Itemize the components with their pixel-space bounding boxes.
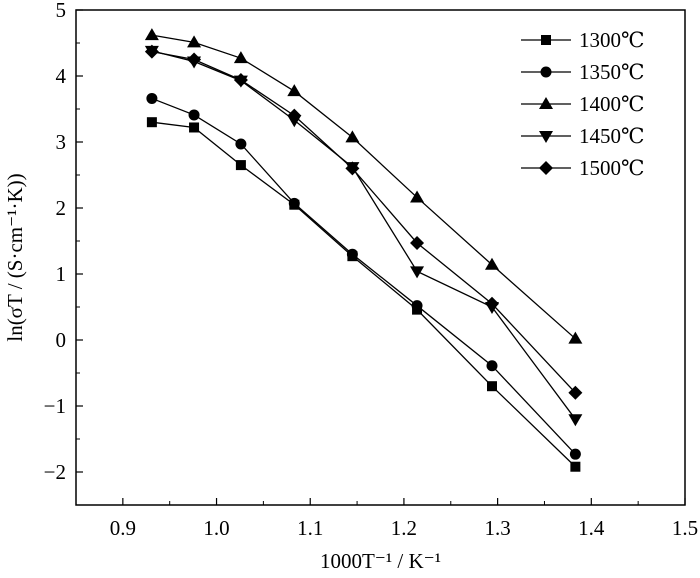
legend: 1300℃ 1350℃ 1400℃ 1450℃ 1500℃: [521, 28, 645, 180]
legend-label: 1400℃: [579, 92, 645, 116]
series-layer: [144, 28, 583, 472]
x-tick-label: 1.2: [391, 516, 417, 540]
data-point: [345, 161, 360, 176]
data-point: [144, 28, 159, 41]
legend-marker: [541, 35, 551, 45]
legend-label: 1450℃: [579, 124, 645, 148]
data-point: [188, 109, 200, 121]
plot-frame: [75, 9, 686, 506]
data-point: [187, 52, 202, 67]
legend-label: 1350℃: [579, 60, 645, 84]
series-line: [151, 121, 576, 468]
data-point: [146, 92, 158, 104]
y-tick-label: 0: [56, 328, 67, 352]
data-point: [486, 381, 497, 392]
legend-marker: [539, 97, 553, 109]
data-point: [569, 448, 581, 460]
data-point: [235, 160, 246, 171]
data-point: [484, 257, 499, 270]
data-point: [233, 72, 248, 87]
data-point: [410, 190, 425, 203]
data-point: [410, 235, 425, 250]
series-4: [144, 45, 583, 427]
ticks-layer: 0.9 1.0 1.1 1.2 1.3 1.4 1.5 −2 −1 0 1 2 3 4 5: [44, 0, 698, 540]
data-point: [411, 300, 423, 312]
data-point: [568, 385, 583, 400]
y-tick-label: 5: [56, 0, 67, 22]
data-point: [568, 414, 583, 427]
x-axis-label: 1000T⁻¹ / K⁻¹: [320, 549, 441, 573]
legend-entry: 1500℃: [521, 156, 645, 180]
series-3: [144, 28, 583, 344]
y-tick-label: 2: [56, 196, 67, 220]
legend-marker: [539, 161, 553, 175]
y-axis-label: ln(σT / (S·cm⁻¹·K)): [3, 173, 27, 341]
data-point: [235, 138, 247, 150]
legend-label: 1300℃: [579, 28, 645, 52]
x-tick-label: 1.3: [484, 516, 510, 540]
data-point: [570, 461, 581, 472]
y-tick-label: 1: [56, 262, 67, 286]
x-tick-label: 1.4: [578, 516, 605, 540]
legend-entry: 1350℃: [521, 60, 645, 84]
x-tick-label: 1.1: [297, 516, 323, 540]
data-point: [345, 130, 360, 143]
data-point: [233, 51, 248, 64]
data-point: [187, 35, 202, 48]
data-point: [568, 331, 583, 344]
data-point: [144, 44, 159, 59]
legend-marker: [540, 66, 552, 78]
legend-entry: 1450℃: [521, 124, 645, 148]
legend-label: 1500℃: [579, 156, 645, 180]
legend-entry: 1300℃: [521, 28, 645, 52]
x-tick-label: 1.0: [203, 516, 229, 540]
series-line: [151, 97, 576, 455]
legend-entry: 1400℃: [521, 92, 645, 116]
data-point: [287, 108, 302, 123]
y-tick-label: 3: [56, 130, 67, 154]
data-point: [287, 84, 302, 97]
x-tick-label: 1.5: [672, 516, 698, 540]
series-1: [146, 117, 581, 472]
data-point: [410, 266, 425, 279]
series-5: [144, 44, 583, 400]
series-2: [146, 92, 581, 460]
series-line: [151, 50, 576, 394]
data-point: [288, 197, 300, 209]
data-point: [486, 360, 498, 372]
x-tick-label: 0.9: [110, 516, 136, 540]
legend-marker: [539, 131, 553, 143]
data-point: [484, 296, 499, 311]
y-tick-label: −2: [44, 460, 66, 484]
y-tick-label: 4: [56, 64, 67, 88]
series-line: [151, 34, 576, 340]
data-point: [346, 248, 358, 260]
y-tick-label: −1: [44, 394, 66, 418]
data-point: [189, 122, 200, 133]
series-line: [151, 50, 576, 420]
data-point: [146, 117, 157, 128]
